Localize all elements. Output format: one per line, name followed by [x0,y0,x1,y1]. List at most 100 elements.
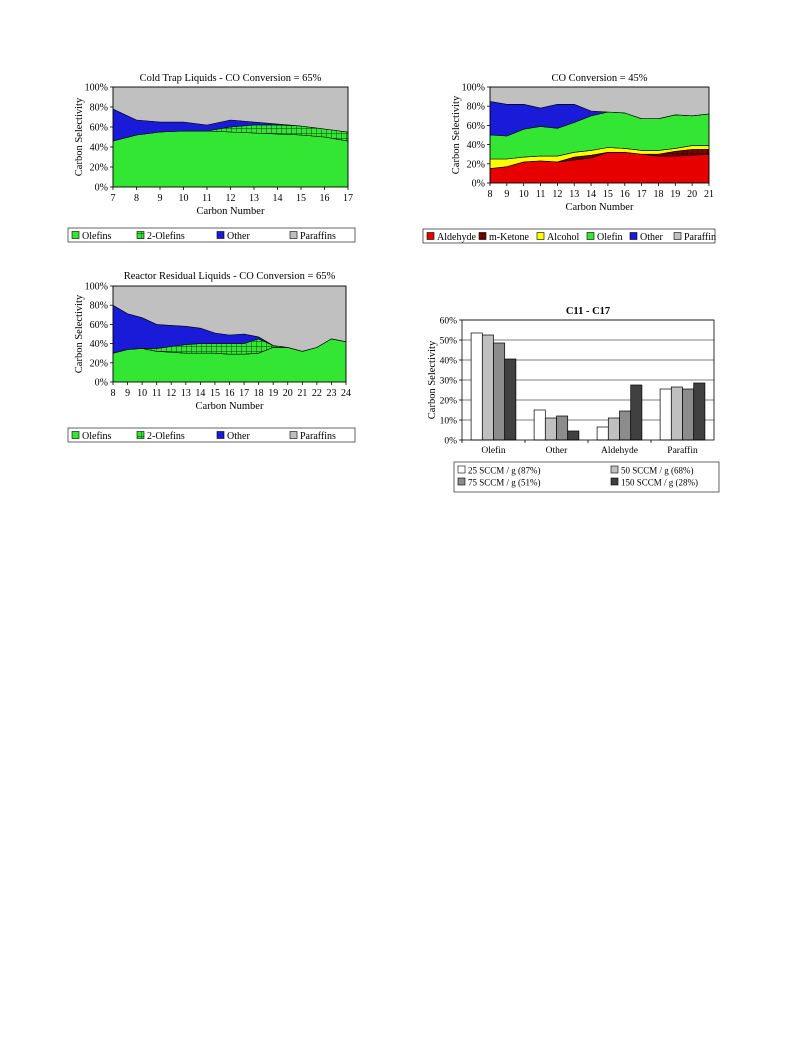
y-tick-label: 40% [467,140,485,151]
y-tick-label: 100% [462,83,485,94]
x-tick-label: 17 [637,189,647,200]
x-tick-label: 10 [137,388,147,399]
y-axis-label: Carbon Selectivity [427,340,438,419]
legend-label-other: Other [227,431,250,442]
x-tick-label: 24 [341,388,351,399]
legend-label-alcohol: Alcohol [547,232,579,243]
x-tick-label: 21 [704,189,714,200]
legend-label-olefins: Olefins [82,431,112,442]
legend: Olefins 2-Olefins Other Paraffins [67,227,356,243]
x-tick-label: 15 [603,189,613,200]
legend-label-paraffins: Paraffins [300,231,336,242]
bar-aldehyde-50-sccm-g-68 [607,417,620,441]
x-tick-label: 14 [586,189,596,200]
legend-swatch-2-olefins [136,231,145,239]
x-tick-label: 10 [519,189,529,200]
y-axis-label: Carbon Selectivity [74,294,85,373]
legend-label-2-olefins: 2-Olefins [147,431,185,442]
legend: Olefins 2-Olefins Other Paraffins [67,427,356,443]
legend-label-150-sccm-g-28: 150 SCCM / g (28%) [621,478,698,488]
y-tick-label: 40% [90,143,108,154]
chart-title: CO Conversion = 45% [551,73,647,84]
x-tick-label: 13 [569,189,579,200]
x-tick-label: 23 [326,388,336,399]
y-tick-label: 30% [440,377,458,387]
y-tick-label: 0% [95,378,108,389]
legend: Aldehyde m-Ketone Alcohol Olefin Other Paraff… [422,228,716,244]
x-tick-label: 22 [312,388,322,399]
legend-swatch-alcohol [536,232,545,240]
x-tick-label: 17 [239,388,249,399]
y-tick-label: 40% [440,357,458,367]
x-tick-label: 14 [273,193,283,204]
y-tick-label: 60% [467,121,485,132]
category-label-aldehyde: Aldehyde [601,446,638,456]
c11-c17-bar-chart: C11 - C17 0% 10% 20% 30% 40% 50% 60% Olefin Other… [427,306,720,493]
legend-swatch-150-sccm-g-28 [610,477,619,486]
x-tick-label: 19 [268,388,278,399]
y-tick-label: 20% [90,358,108,369]
legend-label-75-sccm-g-51: 75 SCCM / g (51%) [468,478,541,488]
legend-swatch-other [629,232,638,240]
reactor-residual-chart: Reactor Residual Liquids - CO Conversion… [67,271,356,443]
legend-swatch-paraffins [289,231,298,239]
co-conversion-45-chart: CO Conversion = 45%0%20%40%60%80%100%8 9 1… [422,73,716,244]
legend-swatch-2-olefins [136,431,145,439]
y-tick-label: 60% [440,317,458,327]
y-tick-label: 80% [467,102,485,113]
y-tick-label: 20% [440,397,458,407]
legend-label-paraffins: Paraffins [300,431,336,442]
x-tick-label: 11 [536,189,546,200]
bar-aldehyde-25-sccm-g-87 [596,426,609,441]
x-tick-label: 16 [320,193,330,204]
category-label-paraffin: Paraffin [667,445,698,456]
x-tick-label: 12 [166,388,176,399]
y-tick-label: 80% [90,301,108,312]
bar-paraffin-50-sccm-g-68 [670,386,683,441]
bar-aldehyde-150-sccm-g-28 [630,384,643,441]
x-tick-label: 10 [179,193,189,204]
legend-swatch-50-sccm-g-68 [610,465,619,474]
legend-box [453,461,720,493]
legend-box [422,228,716,244]
category-label-olefin: Olefin [481,445,506,456]
y-tick-label: 100% [85,282,108,293]
y-axis-label: Carbon Selectivity [451,95,462,174]
legend-label-50-sccm-g-68: 50 SCCM / g (68%) [621,466,694,476]
x-tick-label: 18 [254,388,264,399]
legend-swatch-aldehyde [426,232,435,240]
x-tick-label: 16 [620,189,630,200]
x-tick-label: 7 [111,193,116,204]
legend-label-aldehyde: Aldehyde [437,232,476,243]
series-area-olefins [112,130,349,188]
plot-frame [489,86,710,184]
legend-swatch-25-sccm-g-87 [457,465,466,474]
x-tick-label: 8 [111,388,116,399]
y-tick-label: 100% [85,83,108,94]
category-label-other: Other [546,446,568,456]
x-axis-label: Carbon Number [196,401,264,412]
legend-swatch-olefins [71,231,80,239]
x-tick-label: 14 [195,388,205,399]
chart-title: C11 - C17 [566,306,610,317]
x-tick-label: 9 [125,388,130,399]
bar-paraffin-150-sccm-g-28 [693,382,706,441]
bar-olefin-150-sccm-g-28 [504,358,517,441]
x-tick-label: 9 [504,189,509,200]
legend-swatch-paraffins [289,431,298,439]
x-tick-label: 17 [343,193,353,204]
legend-label-2-olefins: 2-Olefins [147,231,185,242]
chart-title: Cold Trap Liquids - CO Conversion = 65% [140,73,322,84]
y-tick-label: 0% [444,437,457,447]
x-tick-label: 19 [670,189,680,200]
x-tick-label: 11 [152,388,162,399]
bar-olefin-75-sccm-g-51 [493,342,506,441]
bar-other-75-sccm-g-51 [556,415,569,441]
cold-trap-chart: Cold Trap Liquids - CO Conversion = 65% 0… [67,73,356,243]
x-tick-label: 12 [226,193,236,204]
legend-swatch-m-ketone [478,232,487,240]
x-tick-label: 15 [296,193,306,204]
x-tick-label: 8 [488,189,493,200]
x-tick-label: 21 [297,388,307,399]
y-tick-label: 10% [440,417,458,427]
